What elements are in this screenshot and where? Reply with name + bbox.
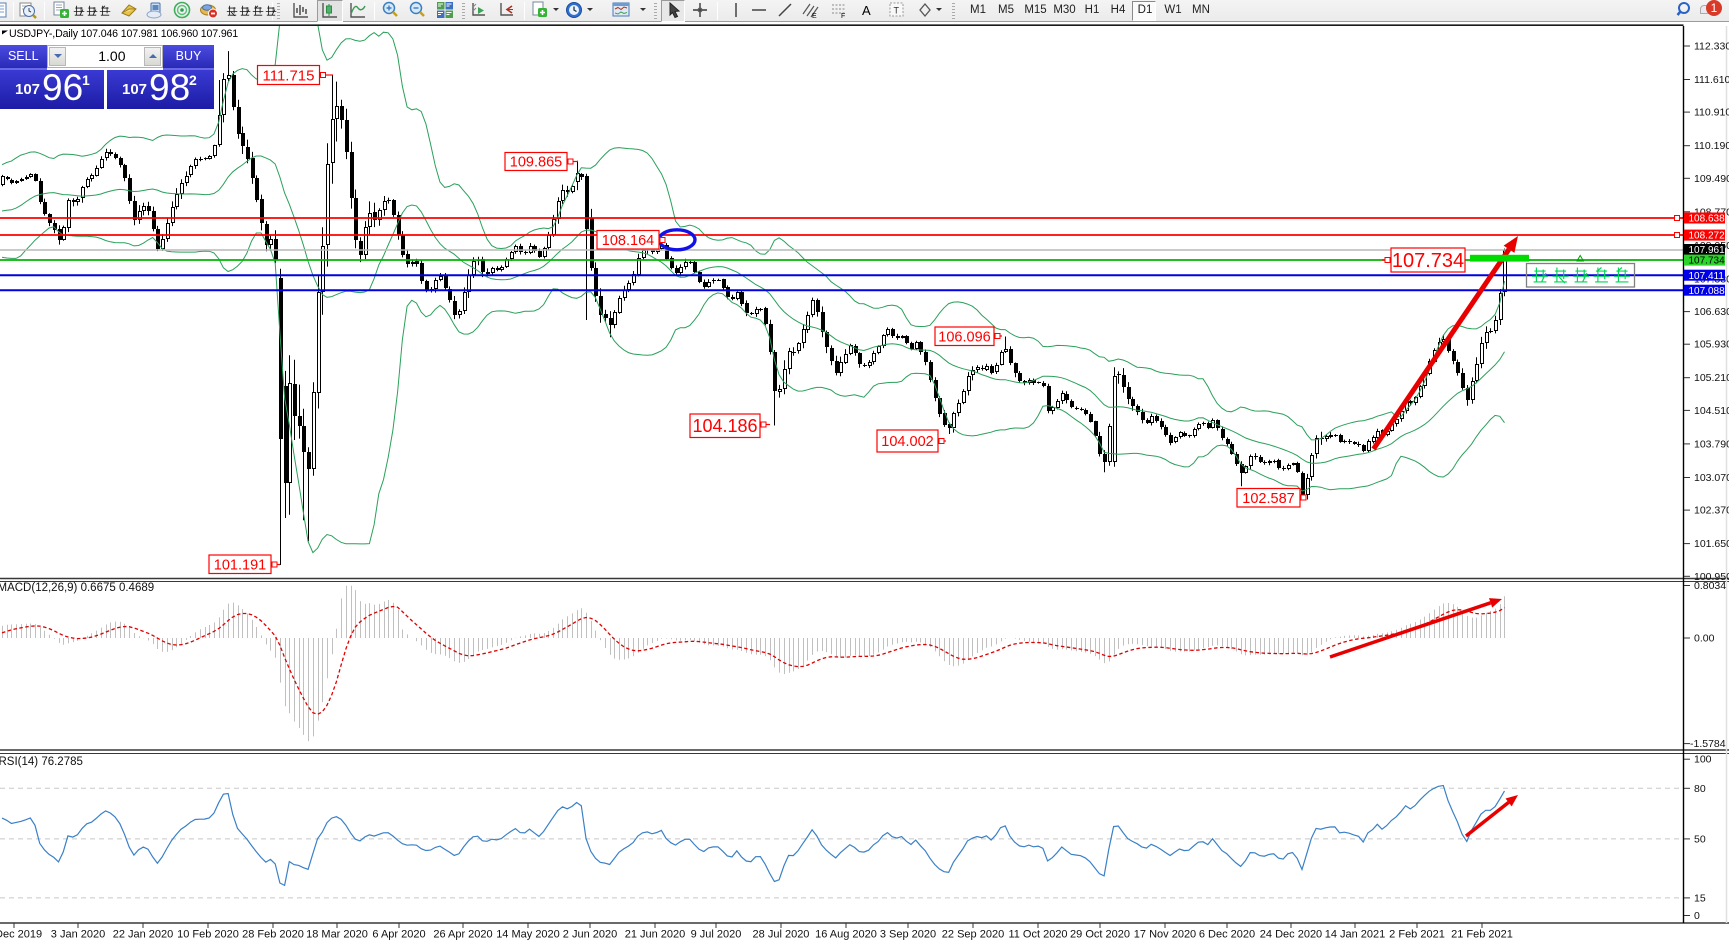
svg-text:103.070: 103.070 [1694,472,1729,484]
svg-text:106.630: 106.630 [1694,306,1729,318]
svg-text:106.096: 106.096 [938,329,990,345]
svg-text:2 Feb 2021: 2 Feb 2021 [1389,929,1445,941]
svg-text:104.186: 104.186 [692,416,757,436]
svg-text:24 Dec 2020: 24 Dec 2020 [1260,929,1322,941]
svg-text:80: 80 [1694,783,1706,795]
svg-text:3 Sep 2020: 3 Sep 2020 [880,929,936,941]
svg-text:USDJPY-,Daily 107.046 107.981: USDJPY-,Daily 107.046 107.981 106.960 10… [9,28,238,40]
svg-text:11 Oct 2020: 11 Oct 2020 [1008,929,1067,941]
svg-text:100: 100 [1694,754,1712,766]
svg-text:102.587: 102.587 [1242,491,1294,507]
svg-text:107.734: 107.734 [1689,256,1726,267]
svg-text:MACD(12,26,9) 0.6675 0.4689: MACD(12,26,9) 0.6675 0.4689 [0,582,154,594]
svg-text:26 Apr 2020: 26 Apr 2020 [433,929,492,941]
svg-text:107.088: 107.088 [1689,286,1726,297]
svg-text:100.950: 100.950 [1694,571,1729,583]
svg-text:0: 0 [1694,910,1700,922]
svg-text:50: 50 [1694,833,1706,845]
svg-text:RSI(14) 76.2785: RSI(14) 76.2785 [0,756,83,768]
svg-text:3 Jan 2020: 3 Jan 2020 [51,929,105,941]
svg-text:104.002: 104.002 [881,434,933,450]
svg-text:6 Dec 2020: 6 Dec 2020 [1199,929,1255,941]
svg-text:101.650: 101.650 [1694,538,1729,550]
svg-text:101.191: 101.191 [214,557,266,573]
svg-text:111.715: 111.715 [263,67,315,84]
svg-text:14 Jan 2021: 14 Jan 2021 [1325,929,1386,941]
svg-text:6 Apr 2020: 6 Apr 2020 [372,929,425,941]
svg-text:T: T [894,6,900,16]
svg-text:21 Jun 2020: 21 Jun 2020 [625,929,686,941]
svg-text:103.790: 103.790 [1694,438,1729,450]
svg-text:110.190: 110.190 [1694,140,1729,152]
svg-text:102.370: 102.370 [1694,505,1729,517]
svg-text:109.490: 109.490 [1694,173,1729,185]
svg-text:108.638: 108.638 [1689,214,1726,225]
svg-text:104.510: 104.510 [1694,405,1729,417]
svg-text:108.272: 108.272 [1689,231,1726,242]
svg-text:18 Mar 2020: 18 Mar 2020 [306,929,368,941]
svg-text:5 Dec 2019: 5 Dec 2019 [0,929,42,941]
svg-text:14 May 2020: 14 May 2020 [496,929,560,941]
svg-text:21 Feb 2021: 21 Feb 2021 [1451,929,1513,941]
svg-text:108.164: 108.164 [602,233,654,249]
svg-text:F: F [841,13,845,19]
svg-text:17 Nov 2020: 17 Nov 2020 [1134,929,1196,941]
svg-text:9 Jul 2020: 9 Jul 2020 [691,929,742,941]
svg-text:0.00: 0.00 [1694,633,1715,645]
svg-text:105.930: 105.930 [1694,339,1729,351]
svg-text:0.8034: 0.8034 [1694,580,1726,592]
svg-text:112.330: 112.330 [1694,41,1729,53]
svg-text:105.210: 105.210 [1694,372,1729,384]
svg-text:2 Jun 2020: 2 Jun 2020 [563,929,617,941]
svg-text:110.910: 110.910 [1694,107,1729,119]
svg-text:22 Sep 2020: 22 Sep 2020 [942,929,1004,941]
svg-text:111.610: 111.610 [1694,74,1729,86]
svg-text:107.411: 107.411 [1689,271,1725,282]
svg-text:107.961: 107.961 [1689,245,1726,256]
svg-text:107.734: 107.734 [1392,250,1464,272]
svg-text:15: 15 [1694,893,1706,905]
svg-text:109.865: 109.865 [510,155,562,171]
svg-text:10 Feb 2020: 10 Feb 2020 [177,929,239,941]
svg-text:-1.5784: -1.5784 [1690,738,1726,750]
svg-text:28 Jul 2020: 28 Jul 2020 [753,929,810,941]
svg-text:29 Oct 2020: 29 Oct 2020 [1070,929,1130,941]
svg-text:E: E [812,13,817,19]
svg-text:28 Feb 2020: 28 Feb 2020 [242,929,304,941]
svg-text:16 Aug 2020: 16 Aug 2020 [815,929,877,941]
svg-text:22 Jan 2020: 22 Jan 2020 [113,929,174,941]
